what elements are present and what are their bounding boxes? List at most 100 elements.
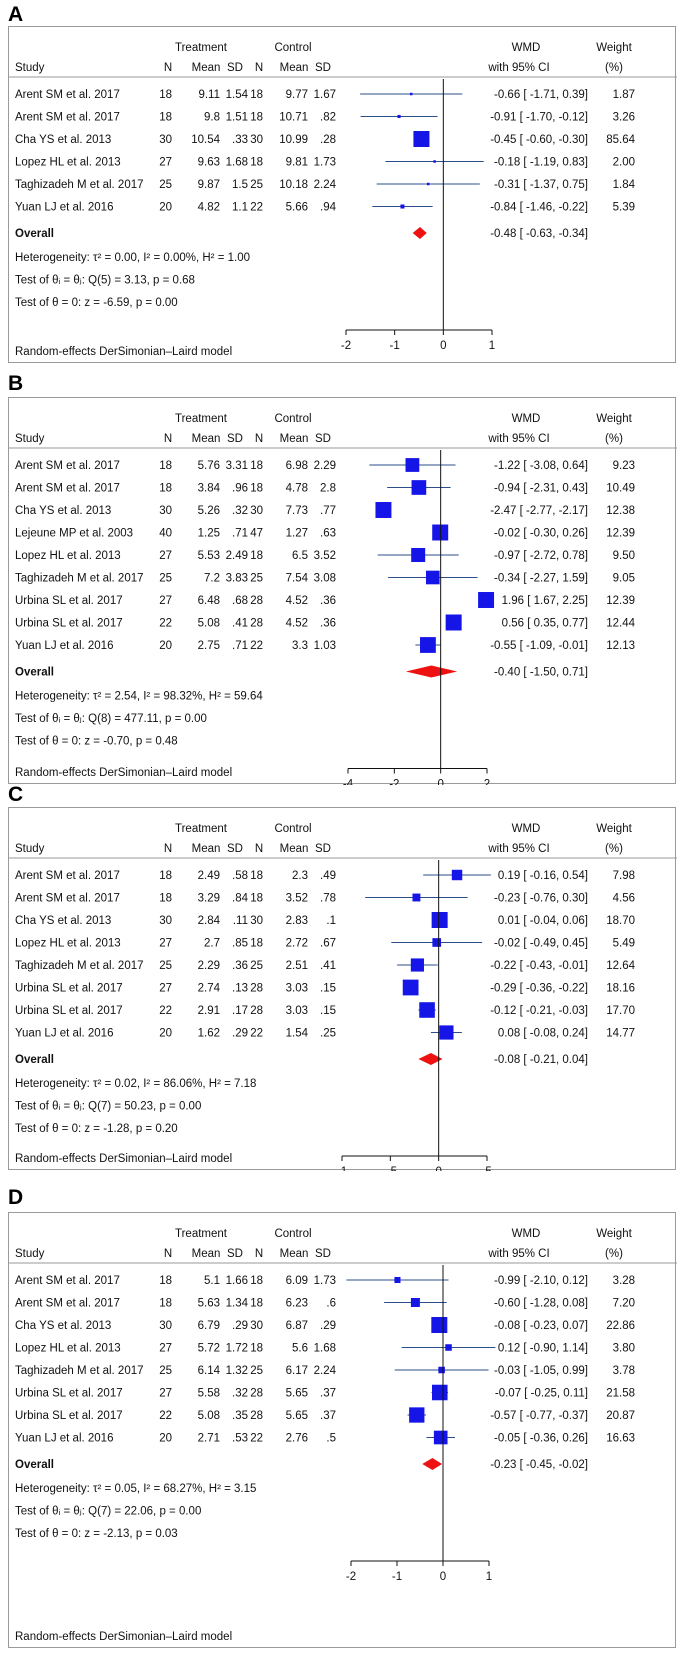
study-name: Taghizadeh M et al. 2017 xyxy=(15,960,144,972)
treatment-n: 30 xyxy=(159,505,172,517)
control-sd: .6 xyxy=(326,1298,336,1310)
overall-label: Overall xyxy=(15,1459,54,1471)
weight-value: 17.70 xyxy=(606,1005,635,1017)
control-sd: 1.03 xyxy=(314,640,336,652)
treatment-sd: 1.1 xyxy=(232,202,248,214)
control-mean: 4.52 xyxy=(286,618,308,630)
control-n: 18 xyxy=(250,1275,263,1287)
control-n: 22 xyxy=(250,640,263,652)
control-sd: .41 xyxy=(320,960,336,972)
treatment-sd: 1.54 xyxy=(226,89,249,101)
treatment-n: 18 xyxy=(159,870,172,882)
test-z-text: Test of θ = 0: z = -2.13, p = 0.03 xyxy=(15,1528,178,1540)
mean-header: Mean xyxy=(192,433,221,445)
weight-value: 18.16 xyxy=(606,983,635,995)
weight-value: 12.38 xyxy=(606,505,635,517)
study-name: Arent SM et al. 2017 xyxy=(15,112,120,124)
weight-value: 3.80 xyxy=(613,1343,635,1355)
study-name: Urbina SL et al. 2017 xyxy=(15,618,123,630)
overall-ci-text: -0.40 [ -1.50, 0.71] xyxy=(494,667,588,679)
treatment-mean: 6.79 xyxy=(198,1320,220,1332)
effect-marker xyxy=(405,458,420,472)
pct-header: (%) xyxy=(605,1248,623,1260)
overall-diamond xyxy=(418,1053,443,1065)
effect-marker xyxy=(413,131,430,147)
weight-value: 12.13 xyxy=(606,640,635,652)
model-label: Random-effects DerSimonian–Laird model xyxy=(15,1153,232,1165)
control-mean: 1.27 xyxy=(286,528,308,540)
n-header: N xyxy=(164,843,172,855)
control-n: 28 xyxy=(250,1005,263,1017)
treatment-sd: 1.51 xyxy=(226,112,248,124)
effect-marker xyxy=(445,1344,452,1351)
heterogeneity-text: Heterogeneity: τ² = 0.05, I² = 68.27%, H… xyxy=(15,1483,256,1495)
treatment-header: Treatment xyxy=(175,1228,228,1240)
treatment-n: 18 xyxy=(159,893,172,905)
wmd-ci-text: -0.94 [ -2.31, 0.43] xyxy=(494,483,588,495)
treatment-n: 30 xyxy=(159,915,172,927)
treatment-n: 22 xyxy=(159,1005,172,1017)
control-mean: 6.87 xyxy=(286,1320,308,1332)
effect-marker xyxy=(438,1366,445,1374)
control-mean: 9.77 xyxy=(286,89,308,101)
control-mean: 10.99 xyxy=(279,134,308,146)
overall-diamond xyxy=(412,227,427,239)
wmd-ci-text: -0.60 [ -1.28, 0.08] xyxy=(494,1298,588,1310)
treatment-mean: 2.74 xyxy=(198,983,221,995)
treatment-mean: 3.84 xyxy=(198,483,221,495)
treatment-mean: 1.62 xyxy=(198,1028,220,1040)
control-n: 18 xyxy=(250,460,263,472)
control-mean: 3.03 xyxy=(286,983,308,995)
treatment-n: 18 xyxy=(159,112,172,124)
control-n: 18 xyxy=(250,112,263,124)
weight-value: 5.39 xyxy=(613,202,635,214)
x-tick-label: -1 xyxy=(390,340,400,352)
panel-b: Treatment Control WMD Weight Study N Mean SD N Me… xyxy=(8,397,677,786)
study-header: Study xyxy=(15,843,45,855)
control-header: Control xyxy=(274,823,311,835)
treatment-n: 27 xyxy=(159,550,172,562)
study-name: Urbina SL et al. 2017 xyxy=(15,1388,123,1400)
control-n: 30 xyxy=(250,505,263,517)
effect-marker xyxy=(478,592,495,608)
treatment-n: 30 xyxy=(159,134,172,146)
wmd-ci-text: 1.96 [ 1.67, 2.25] xyxy=(502,595,588,607)
control-mean: 7.73 xyxy=(286,505,308,517)
control-sd: .67 xyxy=(320,938,336,950)
wmd-header: WMD xyxy=(512,823,541,835)
treatment-mean: 9.63 xyxy=(198,157,220,169)
control-n: 18 xyxy=(250,938,263,950)
weight-value: 10.49 xyxy=(606,483,635,495)
control-sd: .36 xyxy=(320,595,336,607)
wmd-ci-text: -0.31 [ -1.37, 0.75] xyxy=(494,179,588,191)
control-sd: .25 xyxy=(320,1028,336,1040)
control-mean: 6.23 xyxy=(286,1298,308,1310)
treatment-mean: 2.71 xyxy=(198,1433,220,1445)
overall-diamond xyxy=(422,1458,443,1470)
control-header: Control xyxy=(274,413,311,425)
weight-value: 9.05 xyxy=(613,573,635,585)
control-sd: .78 xyxy=(320,893,336,905)
study-name: Urbina SL et al. 2017 xyxy=(15,1410,123,1422)
treatment-sd: .32 xyxy=(232,1388,248,1400)
treatment-n: 20 xyxy=(159,1433,172,1445)
effect-marker xyxy=(375,502,392,518)
x-tick-label: 0 xyxy=(440,340,446,352)
wmd-ci-text: -0.07 [ -0.25, 0.11] xyxy=(495,1388,588,1400)
treatment-sd: 1.5 xyxy=(232,179,248,191)
control-header: Control xyxy=(274,42,311,54)
panel-c: Treatment Control WMD Weight Study N Mean SD N Me… xyxy=(8,807,677,1171)
x-tick-label: 0 xyxy=(437,779,443,786)
control-n: 25 xyxy=(250,179,263,191)
panel-c-letter: C xyxy=(8,783,24,806)
control-sd: .15 xyxy=(320,983,336,995)
study-name: Yuan LJ et al. 2016 xyxy=(15,1028,113,1040)
treatment-sd: .85 xyxy=(232,938,248,950)
overall-ci-text: -0.48 [ -0.63, -0.34] xyxy=(490,228,588,240)
sd-header: SD xyxy=(227,843,243,855)
control-sd: .5 xyxy=(326,1433,336,1445)
control-sd: .37 xyxy=(320,1410,336,1422)
treatment-n: 25 xyxy=(159,179,172,191)
study-name: Arent SM et al. 2017 xyxy=(15,893,120,905)
control-mean: 6.5 xyxy=(292,550,308,562)
